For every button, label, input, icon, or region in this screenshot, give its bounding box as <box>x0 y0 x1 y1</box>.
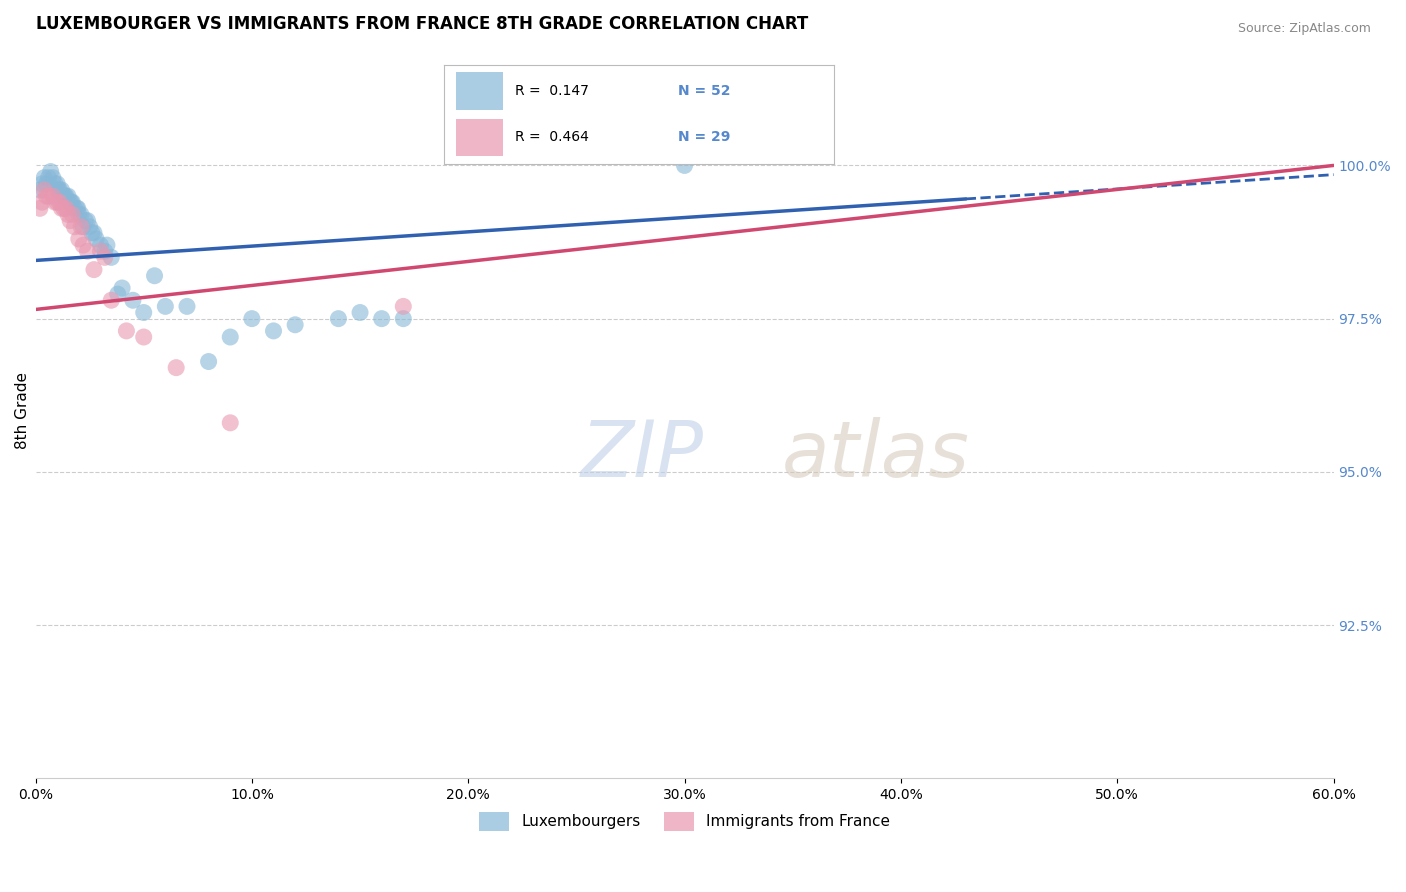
Point <box>219 330 242 344</box>
Point <box>176 299 198 313</box>
Point <box>44 177 66 191</box>
Point <box>46 195 69 210</box>
Point <box>55 202 77 216</box>
Point <box>84 232 107 246</box>
Point <box>52 189 75 203</box>
Point <box>32 183 55 197</box>
Point <box>66 202 89 216</box>
Point <box>111 281 134 295</box>
Point <box>165 360 187 375</box>
Point <box>28 183 51 197</box>
Point <box>370 311 392 326</box>
Point <box>89 244 111 259</box>
Point <box>48 183 70 197</box>
Point <box>32 170 55 185</box>
Point <box>263 324 285 338</box>
Point <box>42 189 65 203</box>
Point <box>44 195 66 210</box>
Point <box>51 183 73 197</box>
Point <box>35 177 58 191</box>
Point <box>100 251 122 265</box>
Point <box>392 311 415 326</box>
Point <box>60 195 83 210</box>
Point <box>96 238 118 252</box>
Legend: Luxembourgers, Immigrants from France: Luxembourgers, Immigrants from France <box>472 805 897 837</box>
Point <box>56 189 79 203</box>
Point <box>31 177 53 191</box>
Point <box>132 305 155 319</box>
Point <box>46 177 69 191</box>
Point <box>115 324 138 338</box>
Point <box>31 195 53 210</box>
Point <box>143 268 166 283</box>
Point <box>63 202 86 216</box>
Point <box>132 330 155 344</box>
Point <box>284 318 307 332</box>
Point <box>72 219 94 234</box>
Point <box>79 219 101 234</box>
Point <box>67 207 90 221</box>
Point <box>100 293 122 308</box>
Point <box>48 195 70 210</box>
Point <box>240 311 263 326</box>
Point <box>56 207 79 221</box>
Point <box>38 170 60 185</box>
Point <box>35 189 58 203</box>
Point <box>53 189 76 203</box>
Point <box>83 262 105 277</box>
Point <box>70 207 93 221</box>
Point <box>66 202 89 216</box>
Point <box>673 158 696 172</box>
Point <box>122 293 145 308</box>
Text: LUXEMBOURGER VS IMMIGRANTS FROM FRANCE 8TH GRADE CORRELATION CHART: LUXEMBOURGER VS IMMIGRANTS FROM FRANCE 8… <box>35 15 808 33</box>
Point <box>39 164 62 178</box>
Point <box>328 311 350 326</box>
Point <box>72 238 94 252</box>
Point <box>46 183 69 197</box>
Point <box>67 232 90 246</box>
Point <box>83 226 105 240</box>
Point <box>55 189 77 203</box>
Point <box>52 202 75 216</box>
Point <box>28 202 51 216</box>
Text: atlas: atlas <box>782 417 970 492</box>
Point <box>60 207 83 221</box>
Text: ZIP: ZIP <box>581 417 703 492</box>
Point <box>197 354 219 368</box>
Point <box>219 416 242 430</box>
Text: Source: ZipAtlas.com: Source: ZipAtlas.com <box>1237 22 1371 36</box>
Point <box>60 195 83 210</box>
Point <box>38 189 60 203</box>
Point <box>59 195 82 210</box>
Point <box>94 251 117 265</box>
Point <box>94 244 117 259</box>
Point <box>80 226 103 240</box>
Point <box>63 219 86 234</box>
Point <box>42 170 65 185</box>
Point <box>155 299 177 313</box>
Point <box>59 213 82 227</box>
Y-axis label: 8th Grade: 8th Grade <box>15 372 30 449</box>
Point <box>70 219 93 234</box>
Point <box>76 244 98 259</box>
Point <box>392 299 415 313</box>
Point <box>51 202 73 216</box>
Point <box>89 238 111 252</box>
Point <box>349 305 371 319</box>
Point <box>107 287 129 301</box>
Point <box>76 213 98 227</box>
Point <box>75 213 97 227</box>
